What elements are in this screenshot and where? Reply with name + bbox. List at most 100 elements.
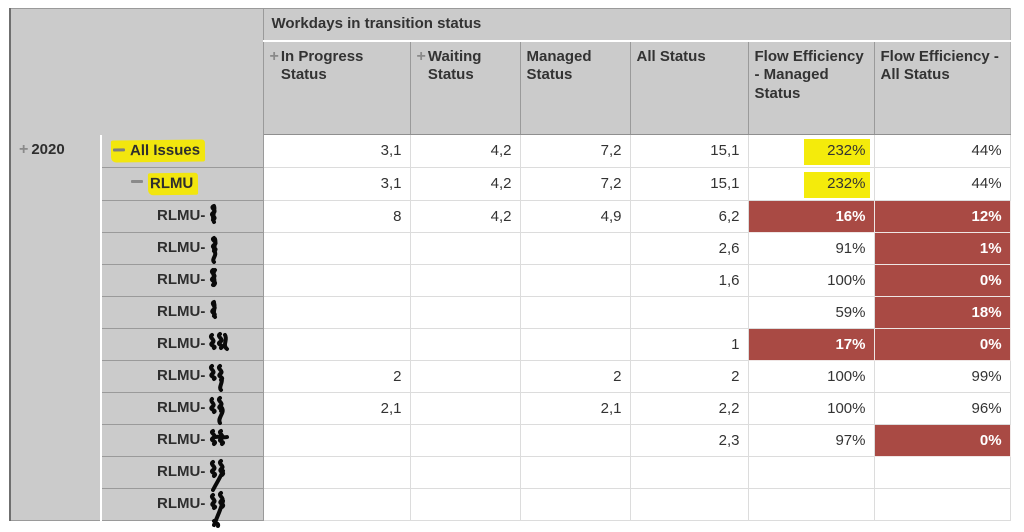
redacted-number-scribble bbox=[206, 300, 221, 322]
cell: 8 bbox=[262, 199, 411, 233]
column-header-label: Waiting Status bbox=[427, 47, 482, 84]
redacted-number-scribble bbox=[206, 459, 232, 492]
row-label: RLMU- bbox=[157, 430, 206, 448]
row-header-rlmu[interactable]: RLMU bbox=[101, 167, 264, 201]
redacted-number-scribble bbox=[206, 236, 222, 264]
cell: 91% bbox=[747, 231, 875, 265]
row-label: All Issues bbox=[129, 141, 201, 159]
row-label: RLMU- bbox=[157, 334, 206, 352]
column-header-in-progress-status[interactable]: + In Progress Status bbox=[262, 40, 410, 135]
row-header-rlmu-issue[interactable]: RLMU- bbox=[101, 264, 264, 297]
cell bbox=[519, 231, 631, 265]
row-label: RLMU- bbox=[157, 270, 206, 288]
table-row: +2020 All Issues 3,1 4,2 7,2 15,1 232% 4… bbox=[10, 134, 1011, 520]
cell bbox=[519, 487, 631, 521]
cell: 2 bbox=[262, 359, 411, 393]
table-row: RLMU- 59% 18% bbox=[10, 295, 1011, 329]
cell: 99% bbox=[873, 359, 1011, 393]
table-row: RLMU- bbox=[10, 455, 1011, 492]
column-header-label: Flow Efficiency - Managed Status bbox=[754, 47, 864, 103]
row-header-rlmu-issue[interactable]: RLMU- bbox=[101, 392, 264, 425]
cell bbox=[519, 327, 631, 361]
redacted-number-scribble bbox=[206, 396, 231, 425]
row-label: RLMU- bbox=[157, 302, 206, 320]
table-row: RLMU- 2,1 2,1 2,2 100% 96% bbox=[10, 391, 1011, 425]
cell bbox=[409, 359, 521, 393]
cell bbox=[519, 423, 631, 457]
cell: 2,3 bbox=[629, 423, 749, 457]
cell: 16% bbox=[747, 199, 875, 233]
redacted-number-scribble bbox=[206, 204, 221, 226]
cell: 18% bbox=[873, 295, 1011, 329]
row-label: RLMU- bbox=[157, 238, 206, 256]
cell bbox=[519, 263, 631, 297]
redacted-number-scribble bbox=[206, 364, 231, 392]
redacted-number-scribble bbox=[206, 429, 231, 450]
cell bbox=[409, 455, 521, 489]
cell bbox=[629, 487, 749, 521]
table-row: RLMU- 1 17% 0% bbox=[10, 327, 1011, 361]
column-header-flow-efficiency-managed[interactable]: Flow Efficiency - Managed Status bbox=[747, 40, 874, 135]
row-header-rlmu-issue[interactable]: RLMU- bbox=[101, 360, 264, 393]
expand-plus-icon[interactable]: + bbox=[416, 47, 426, 65]
column-header-label: In Progress Status bbox=[280, 47, 364, 84]
table-row: RLMU- 1,6 100% 0% bbox=[10, 263, 1011, 297]
cell bbox=[873, 487, 1011, 521]
row-header-rlmu-issue[interactable]: RLMU- bbox=[101, 328, 264, 361]
column-header-waiting-status[interactable]: + Waiting Status bbox=[409, 40, 520, 135]
cell: 12% bbox=[873, 199, 1011, 233]
column-header-managed-status[interactable]: Managed Status bbox=[519, 40, 630, 135]
cell bbox=[262, 455, 411, 489]
table-row: RLMU 3,1 4,2 7,2 15,1 232% 44% bbox=[10, 166, 1011, 201]
row-header-rlmu-issue[interactable]: RLMU- bbox=[101, 232, 264, 265]
measures-group-header: Workdays in transition status bbox=[263, 8, 1011, 42]
annotation-highlight: RLMU bbox=[147, 172, 199, 195]
column-header-label: Managed Status bbox=[526, 47, 592, 84]
cell: 100% bbox=[747, 359, 875, 393]
cell bbox=[519, 295, 631, 329]
cell: 7,2 bbox=[519, 166, 631, 201]
row-label: RLMU- bbox=[157, 206, 206, 224]
row-header-rlmu-issue[interactable]: RLMU- bbox=[101, 296, 264, 329]
cell bbox=[262, 327, 411, 361]
row-label: RLMU- bbox=[157, 462, 206, 480]
cell: 6,2 bbox=[629, 199, 749, 233]
table-row: RLMU- bbox=[10, 487, 1011, 528]
row-header-year-2020[interactable]: +2020 bbox=[10, 134, 102, 520]
cell: 232% bbox=[747, 166, 875, 201]
cell: 2,1 bbox=[262, 391, 411, 425]
cell bbox=[409, 391, 521, 425]
row-header-rlmu-issue[interactable]: RLMU- bbox=[101, 424, 264, 457]
row-header-rlmu-issue[interactable]: RLMU- bbox=[101, 456, 264, 492]
column-header-all-status[interactable]: All Status bbox=[629, 40, 748, 135]
cell bbox=[409, 263, 521, 297]
row-header-rlmu-issue[interactable]: RLMU- bbox=[101, 488, 264, 528]
cell: 15,1 bbox=[629, 166, 749, 201]
redacted-number-scribble bbox=[206, 491, 232, 528]
cell: 1 bbox=[629, 327, 749, 361]
row-header-rlmu-issue[interactable]: RLMU- bbox=[101, 200, 264, 233]
table-row: RLMU- 2,6 91% 1% bbox=[10, 231, 1011, 265]
cell: 44% bbox=[873, 134, 1011, 168]
expand-plus-icon[interactable]: + bbox=[19, 140, 29, 158]
row-header-all-issues[interactable]: All Issues bbox=[101, 134, 264, 168]
cell: 4,2 bbox=[409, 134, 521, 168]
cell bbox=[519, 455, 631, 489]
expand-plus-icon[interactable]: + bbox=[269, 47, 279, 65]
header-corner bbox=[10, 8, 264, 135]
cell: 15,1 bbox=[629, 134, 749, 168]
pivot-table: Workdays in transition status + In Progre… bbox=[9, 8, 1011, 528]
table-row: RLMU- 8 4,2 4,9 6,2 16% 12% bbox=[10, 199, 1011, 233]
cell: 2 bbox=[519, 359, 631, 393]
column-header-flow-efficiency-all[interactable]: Flow Efficiency - All Status bbox=[873, 40, 1011, 135]
cell: 97% bbox=[747, 423, 875, 457]
cell bbox=[262, 263, 411, 297]
collapse-minus-icon[interactable] bbox=[112, 147, 125, 151]
cell: 1% bbox=[873, 231, 1011, 265]
redacted-number-scribble bbox=[206, 268, 221, 290]
cell bbox=[262, 423, 411, 457]
cell: 232% bbox=[747, 134, 875, 168]
cell: 0% bbox=[873, 327, 1011, 361]
cell bbox=[409, 327, 521, 361]
collapse-minus-icon[interactable] bbox=[131, 180, 143, 184]
